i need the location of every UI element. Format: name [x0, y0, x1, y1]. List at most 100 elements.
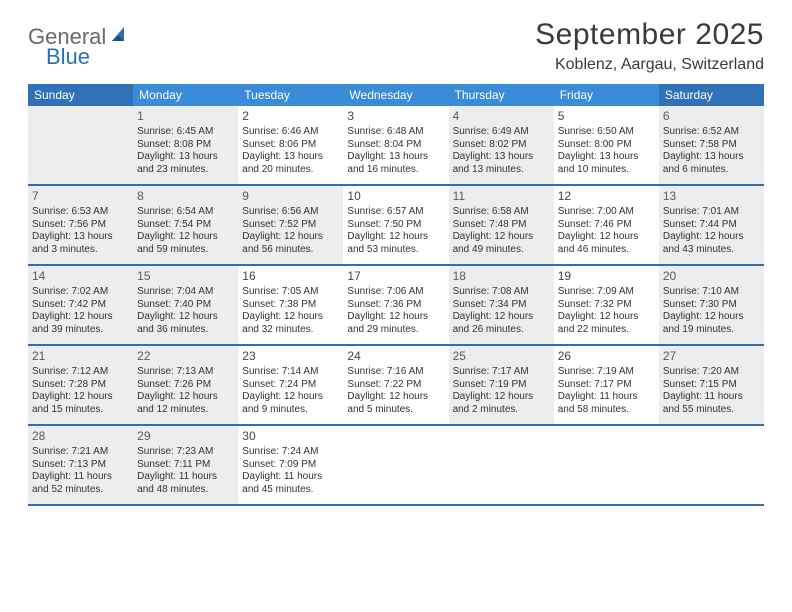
daylight-text: Daylight: 12 hours	[663, 311, 760, 324]
sunrise-text: Sunrise: 7:17 AM	[453, 366, 550, 379]
daylight-text: Daylight: 12 hours	[453, 231, 550, 244]
week-row: 7Sunrise: 6:53 AMSunset: 7:56 PMDaylight…	[28, 186, 764, 266]
daylight-text: and 13 minutes.	[453, 164, 550, 177]
sunrise-text: Sunrise: 6:45 AM	[137, 126, 234, 139]
day-number: 14	[32, 269, 129, 284]
sunrise-text: Sunrise: 7:05 AM	[242, 286, 339, 299]
daylight-text: Daylight: 13 hours	[32, 231, 129, 244]
day-number: 18	[453, 269, 550, 284]
daylight-text: Daylight: 12 hours	[347, 391, 444, 404]
daylight-text: and 46 minutes.	[558, 244, 655, 257]
day-number: 7	[32, 189, 129, 204]
daylight-text: and 39 minutes.	[32, 324, 129, 337]
daylight-text: and 52 minutes.	[32, 484, 129, 497]
week-row: 1Sunrise: 6:45 AMSunset: 8:08 PMDaylight…	[28, 106, 764, 186]
day-number: 8	[137, 189, 234, 204]
daylight-text: Daylight: 11 hours	[242, 471, 339, 484]
daylight-text: and 19 minutes.	[663, 324, 760, 337]
sunrise-text: Sunrise: 7:10 AM	[663, 286, 760, 299]
sunrise-text: Sunrise: 6:48 AM	[347, 126, 444, 139]
weekday-header: Saturday	[659, 84, 764, 106]
day-cell: 8Sunrise: 6:54 AMSunset: 7:54 PMDaylight…	[133, 186, 238, 264]
sunrise-text: Sunrise: 6:57 AM	[347, 206, 444, 219]
day-number: 19	[558, 269, 655, 284]
day-cell: 19 Sunrise: 7:09 AMSunset: 7:32 PMDayligh…	[554, 266, 659, 344]
sunset-text: Sunset: 7:19 PM	[453, 379, 550, 392]
day-cell: 1Sunrise: 6:45 AMSunset: 8:08 PMDaylight…	[133, 106, 238, 184]
daylight-text: and 10 minutes.	[558, 164, 655, 177]
daylight-text: Daylight: 13 hours	[558, 151, 655, 164]
daylight-text: Daylight: 11 hours	[663, 391, 760, 404]
sunrise-text: Sunrise: 7:16 AM	[347, 366, 444, 379]
day-cell: 13Sunrise: 7:01 AMSunset: 7:44 PMDayligh…	[659, 186, 764, 264]
daylight-text: and 32 minutes.	[242, 324, 339, 337]
daylight-text: and 5 minutes.	[347, 404, 444, 417]
day-number: 30	[242, 429, 339, 444]
sunset-text: Sunset: 7:24 PM	[242, 379, 339, 392]
sunrise-text: Sunrise: 7:21 AM	[32, 446, 129, 459]
week-row: 28 Sunrise: 7:21 AMSunset: 7:13 PM Dayligh…	[28, 426, 764, 506]
day-cell: 27Sunrise: 7:20 AMSunset: 7:15 PMDayligh…	[659, 346, 764, 424]
title-block: September 2025 Koblenz, Aargau, Switzerl…	[535, 18, 764, 74]
daylight-text: and 55 minutes.	[663, 404, 760, 417]
daylight-text: and 59 minutes.	[137, 244, 234, 257]
weekday-header: Friday	[554, 84, 659, 106]
day-number: 28	[32, 429, 129, 444]
daylight-text: and 53 minutes.	[347, 244, 444, 257]
sunrise-text: Sunrise: 7:04 AM	[137, 286, 234, 299]
day-cell: 26Sunrise: 7:19 AMSunset: 7:17 PMDayligh…	[554, 346, 659, 424]
sunrise-text: Sunrise: 7:09 AM	[558, 286, 655, 299]
sunrise-text: Sunrise: 6:49 AM	[453, 126, 550, 139]
calendar-page: General September 2025 Koblenz, Aargau, …	[0, 0, 792, 524]
sunset-text: Sunset: 7:11 PM	[137, 459, 234, 472]
day-number: 24	[347, 349, 444, 364]
day-cell	[659, 426, 764, 504]
daylight-text: Daylight: 12 hours	[242, 311, 339, 324]
sunset-text: Sunset: 7:54 PM	[137, 219, 234, 232]
logo-sail-icon	[110, 25, 130, 50]
day-number: 23	[242, 349, 339, 364]
sunrise-text: Sunrise: 6:53 AM	[32, 206, 129, 219]
daylight-text: and 6 minutes.	[663, 164, 760, 177]
sunset-text: Sunset: 7:22 PM	[347, 379, 444, 392]
daylight-text: and 22 minutes.	[558, 324, 655, 337]
sunset-text: Sunset: 7:56 PM	[32, 219, 129, 232]
sunrise-text: Sunrise: 7:24 AM	[242, 446, 339, 459]
daylight-text: and 58 minutes.	[558, 404, 655, 417]
sunset-text: Sunset: 7:09 PM	[242, 459, 339, 472]
day-number: 27	[663, 349, 760, 364]
sunset-text: Sunset: 7:50 PM	[347, 219, 444, 232]
daylight-text: and 26 minutes.	[453, 324, 550, 337]
day-cell: 18Sunrise: 7:08 AMSunset: 7:34 PMDayligh…	[449, 266, 554, 344]
month-title: September 2025	[535, 18, 764, 52]
daylight-text: Daylight: 12 hours	[558, 311, 655, 324]
day-cell: 2Sunrise: 6:46 AMSunset: 8:06 PMDaylight…	[238, 106, 343, 184]
day-number: 3	[347, 109, 444, 124]
sunrise-text: Sunrise: 7:00 AM	[558, 206, 655, 219]
daylight-text: Daylight: 12 hours	[137, 311, 234, 324]
sunset-text: Sunset: 7:26 PM	[137, 379, 234, 392]
sunset-text: Sunset: 7:30 PM	[663, 299, 760, 312]
day-cell: 15Sunrise: 7:04 AMSunset: 7:40 PMDayligh…	[133, 266, 238, 344]
daylight-text: Daylight: 12 hours	[347, 231, 444, 244]
day-number: 2	[242, 109, 339, 124]
day-cell: 4Sunrise: 6:49 AMSunset: 8:02 PMDaylight…	[449, 106, 554, 184]
day-cell: 25Sunrise: 7:17 AMSunset: 7:19 PMDayligh…	[449, 346, 554, 424]
sunrise-text: Sunrise: 6:56 AM	[242, 206, 339, 219]
sunset-text: Sunset: 7:32 PM	[558, 299, 655, 312]
daylight-text: and 9 minutes.	[242, 404, 339, 417]
sunset-text: Sunset: 7:13 PM	[32, 459, 129, 472]
weekday-header: Thursday	[449, 84, 554, 106]
day-cell: 24 Sunrise: 7:16 AMSunset: 7:22 PMDayligh…	[343, 346, 448, 424]
daylight-text: and 49 minutes.	[453, 244, 550, 257]
sunset-text: Sunset: 8:00 PM	[558, 139, 655, 152]
sunrise-text: Sunrise: 6:50 AM	[558, 126, 655, 139]
daylight-text: Daylight: 12 hours	[137, 391, 234, 404]
daylight-text: Daylight: 12 hours	[347, 311, 444, 324]
sunrise-text: Sunrise: 7:02 AM	[32, 286, 129, 299]
location-text: Koblenz, Aargau, Switzerland	[535, 56, 764, 74]
sunset-text: Sunset: 7:36 PM	[347, 299, 444, 312]
sunset-text: Sunset: 7:42 PM	[32, 299, 129, 312]
day-number: 4	[453, 109, 550, 124]
day-number: 15	[137, 269, 234, 284]
